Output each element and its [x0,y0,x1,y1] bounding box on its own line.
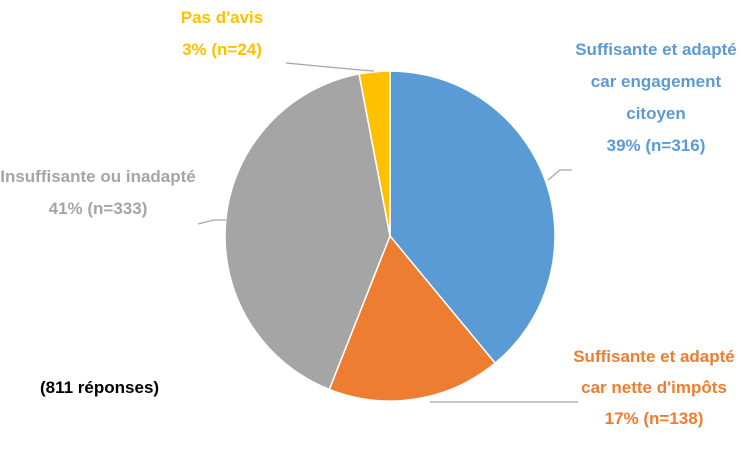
slice-label: Pas d'avis 3% (n=24) [142,2,302,66]
category-label: Suffisante et adapté car nette d'impôts [573,347,735,397]
pie-slice [328,234,497,402]
category-label: Suffisante et adapté car engagement cito… [575,40,737,123]
value-label: 17% (n=138) [604,409,704,428]
value-label: 39% (n=316) [606,136,706,155]
category-label: Insuffisante ou inadapté [0,167,196,186]
leader-line [547,169,572,181]
pie-slice [389,70,556,365]
category-label: Pas d'avis [180,8,264,27]
slice-label: Suffisante et adapté car nette d'impôts 1… [560,341,748,434]
value-label: 41% (n=333) [48,199,148,218]
value-label: 3% (n=24) [182,40,262,59]
pie-slice [358,70,391,237]
annotation: (811 réponses) [40,378,160,397]
slice-label: Insuffisante ou inadapté 41% (n=333) [0,161,196,225]
leader-lines [197,62,578,403]
slice-label: Suffisante et adapté car engagement cito… [574,34,738,162]
leader-line [285,62,375,72]
leader-line [197,219,226,225]
